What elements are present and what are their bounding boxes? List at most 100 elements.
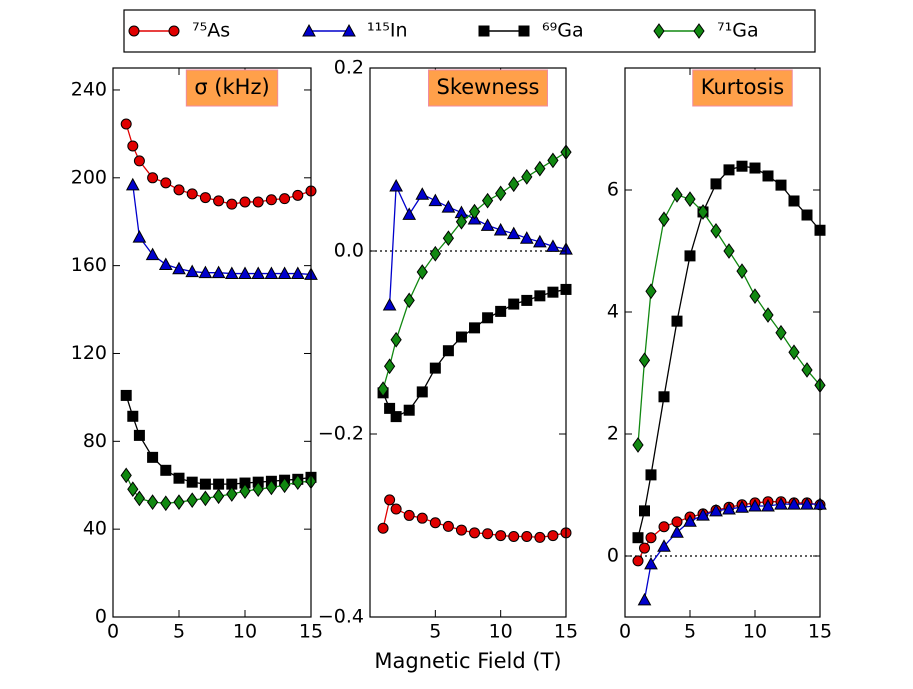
series-line: [637, 165, 821, 538]
marker: [801, 362, 813, 378]
legend-label: ⁶⁹Ga: [542, 20, 584, 42]
series-line: [125, 395, 312, 485]
marker: [775, 179, 787, 191]
marker: [416, 386, 428, 398]
marker: [127, 140, 139, 152]
marker: [547, 152, 559, 169]
marker: [800, 497, 814, 510]
marker: [185, 264, 200, 278]
marker: [239, 483, 251, 500]
y-tick-label: 4: [607, 301, 619, 323]
marker: [645, 283, 657, 300]
legend-label: ⁷¹Ga: [717, 20, 759, 42]
x-tick-label: 0: [619, 621, 631, 643]
x-tick-label: 10: [489, 621, 513, 643]
y-tick-label: 80: [83, 430, 107, 452]
marker: [226, 486, 238, 502]
y-tick-label: −0.2: [318, 423, 364, 445]
legend-marker: [342, 23, 356, 37]
marker: [186, 188, 198, 200]
marker: [147, 172, 159, 184]
marker: [213, 478, 225, 490]
y-tick-label: 0: [607, 545, 619, 567]
marker: [384, 402, 396, 414]
marker: [133, 429, 145, 441]
marker: [774, 497, 788, 510]
series-line: [125, 123, 312, 205]
marker: [723, 243, 735, 259]
marker: [265, 194, 277, 206]
marker: [482, 528, 494, 540]
title-box: [428, 69, 548, 107]
y-tick-label: 160: [71, 254, 107, 276]
marker: [787, 497, 801, 510]
legend-label: ¹¹⁵In: [367, 20, 408, 42]
marker: [390, 331, 402, 348]
y-tick-label: 200: [71, 166, 107, 188]
legend-label: ⁷⁵As: [192, 20, 230, 42]
marker: [639, 505, 650, 517]
legend-marker: [518, 25, 530, 37]
marker: [508, 298, 520, 310]
marker: [455, 331, 467, 343]
marker: [534, 160, 546, 177]
marker: [638, 352, 651, 369]
marker: [403, 509, 415, 521]
marker: [120, 389, 132, 401]
marker: [749, 162, 761, 174]
y-tick-label: 0: [95, 606, 107, 628]
marker: [390, 411, 402, 423]
marker: [382, 297, 397, 311]
marker: [224, 266, 239, 280]
marker: [146, 494, 159, 511]
marker: [390, 503, 402, 515]
series-line: [125, 475, 312, 504]
marker: [683, 514, 697, 527]
marker: [377, 381, 389, 398]
title-box: [692, 69, 793, 107]
marker: [480, 218, 495, 231]
x-axis-label: Magnetic Field (T): [374, 649, 561, 673]
marker: [264, 266, 279, 280]
marker: [133, 490, 146, 507]
marker: [632, 437, 644, 453]
marker: [670, 525, 684, 538]
y-tick-label: 120: [71, 342, 107, 364]
series-line: [382, 151, 567, 390]
marker: [127, 410, 139, 422]
y-tick-label: 40: [83, 518, 107, 540]
marker: [173, 184, 185, 196]
marker: [277, 266, 292, 280]
marker: [403, 404, 415, 416]
axes-frame: [624, 67, 821, 618]
marker: [377, 522, 389, 534]
marker: [761, 498, 775, 512]
marker: [658, 391, 670, 403]
marker: [403, 292, 415, 309]
marker: [125, 177, 140, 191]
marker: [644, 556, 658, 570]
marker: [252, 481, 264, 498]
marker: [684, 250, 696, 262]
marker: [723, 164, 735, 176]
marker: [696, 508, 710, 521]
y-tick-label: −0.4: [318, 606, 364, 628]
series-line: [637, 501, 821, 562]
marker: [186, 476, 198, 488]
marker: [657, 539, 671, 552]
marker: [722, 501, 736, 515]
marker: [173, 472, 185, 484]
marker: [709, 503, 723, 517]
marker: [508, 176, 520, 193]
marker: [481, 192, 494, 209]
marker: [428, 193, 443, 207]
marker: [671, 187, 683, 203]
x-tick-label: 0: [107, 621, 119, 643]
marker: [211, 265, 226, 279]
series-line: [382, 288, 567, 418]
x-tick-label: 5: [173, 621, 185, 643]
marker: [735, 500, 749, 513]
marker: [455, 524, 467, 536]
marker: [145, 247, 160, 261]
marker: [637, 592, 652, 606]
